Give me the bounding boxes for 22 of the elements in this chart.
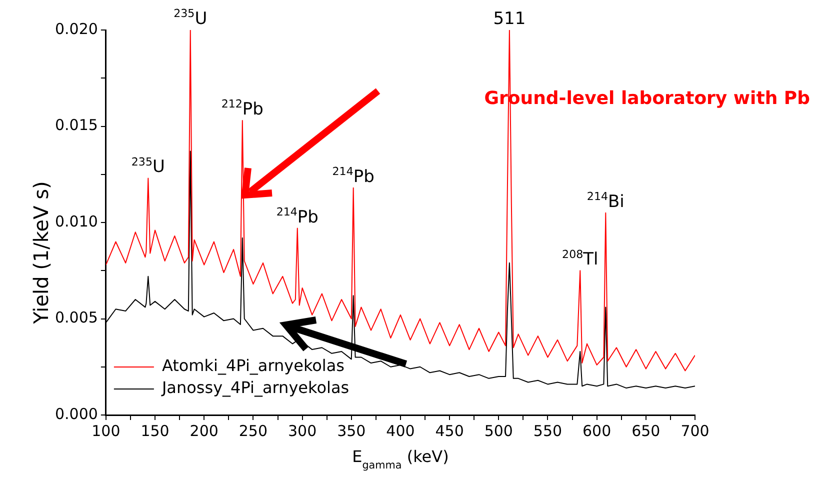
x-tick-label: 300 [288, 422, 317, 440]
x-tick-label: 350 [337, 422, 366, 440]
y-tick-label: 0.020 [54, 20, 98, 38]
x-tick-label: 200 [190, 422, 218, 440]
x-tick-label: 700 [680, 422, 710, 440]
x-tick-label: 500 [484, 422, 513, 440]
x-tick-label: 400 [386, 422, 415, 440]
legend-label: Janossy_4Pi_arnyekolas [160, 378, 350, 398]
y-tick-label: 0.015 [54, 116, 98, 134]
x-tick-label: 450 [435, 422, 464, 440]
x-tick-label: 600 [582, 422, 612, 440]
x-tick-label: 150 [140, 422, 170, 440]
y-tick-label: 0.005 [54, 308, 98, 327]
y-tick-label: 0.000 [54, 404, 98, 423]
annotation: 511 [493, 9, 526, 29]
y-axis-title: Yield (1/keV s) [29, 181, 53, 325]
x-tick-label: 550 [533, 422, 562, 440]
legend-label: Atomki_4Pi_arnyekolas [162, 356, 345, 376]
x-tick-label: 100 [92, 422, 120, 440]
y-tick-label: 0.010 [54, 212, 98, 230]
x-tick-label: 250 [238, 422, 268, 440]
x-tick-label: 650 [632, 422, 660, 440]
